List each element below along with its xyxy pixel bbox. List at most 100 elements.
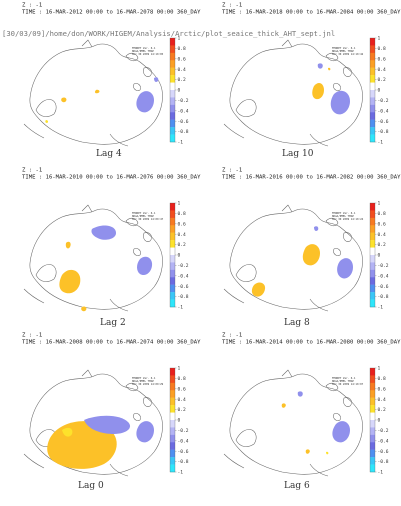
- colorbar-swatch: [170, 427, 175, 436]
- arctic-map: [223, 39, 363, 147]
- colorbar-tick-label: 0.2: [378, 407, 387, 413]
- colorbar-tick-label: 0.6: [378, 386, 387, 392]
- colorbar-swatch: [170, 420, 175, 428]
- colorbar-tick-label: -1: [378, 305, 384, 311]
- colorbar-tick-label: -0.4: [378, 108, 389, 114]
- anomaly-patch: [312, 83, 324, 100]
- colorbar-tick-label: -1: [178, 140, 184, 146]
- colorbar-swatch: [370, 420, 375, 428]
- colorbar-tick-label: -0.2: [178, 263, 189, 269]
- anomaly-patch: [297, 391, 303, 397]
- colorbar-tick-label: -1: [378, 140, 384, 146]
- ferret-stamp: Mar 30 2009 14:10:05: [132, 52, 164, 56]
- anomaly-patch: [317, 63, 323, 69]
- anomaly-patch: [137, 256, 153, 276]
- colorbar-tick-label: -1: [378, 470, 384, 476]
- anomaly-patch: [61, 97, 67, 103]
- colorbar: 1 0.8 0.6 0.4 0.2 0 -0.2 -0.4 -0.6 -0.8 -1: [369, 366, 389, 476]
- ferret-stamp: FERRET Ver. 6.1: [332, 46, 356, 50]
- z-label: Z : -1: [222, 168, 242, 174]
- colorbar-swatch: [170, 434, 175, 443]
- colorbar-swatch: [170, 277, 175, 285]
- lag-label: Lag 2: [100, 318, 126, 328]
- colorbar-swatch: [370, 217, 375, 226]
- colorbar-tick-label: 1: [178, 36, 181, 42]
- colorbar-swatch: [170, 75, 175, 83]
- colorbar-swatch: [370, 240, 375, 248]
- colorbar-tick-label: -0.6: [378, 119, 389, 125]
- colorbar-swatch: [370, 45, 375, 54]
- colorbar: 1 0.8 0.6 0.4 0.2 0 -0.2 -0.4 -0.6 -0.8 -1: [369, 36, 389, 146]
- colorbar-tick-label: 0.2: [178, 77, 187, 83]
- z-label: Z : -1: [22, 333, 42, 339]
- colorbar-tick-label: -0.2: [378, 98, 389, 104]
- z-label: Z : -1: [22, 3, 42, 9]
- colorbar-tick-label: 0.2: [178, 242, 187, 248]
- anomaly-patch: [62, 427, 73, 437]
- colorbar-swatch: [170, 240, 175, 248]
- lag-label: Lag 6: [284, 481, 310, 491]
- lag-label: Lag 4: [96, 149, 122, 159]
- colorbar-swatch: [370, 255, 375, 263]
- anomaly-patch: [91, 225, 116, 240]
- colorbar-swatch: [170, 134, 175, 143]
- colorbar-tick-label: -0.2: [178, 98, 189, 104]
- colorbar-tick-label: -0.2: [178, 428, 189, 434]
- time-range-label: TIME : 16-MAR-2016 00:00 to 16-MAR-2082 …: [222, 175, 401, 181]
- colorbar-tick-label: 1: [378, 201, 381, 207]
- colorbar-swatch: [370, 375, 375, 384]
- ferret-stamp: NOAA/PMEL TMAP: [132, 214, 154, 218]
- colorbar-swatch: [370, 203, 375, 211]
- colorbar-tick-label: -0.6: [378, 284, 389, 290]
- colorbar-tick-label: 0.8: [378, 46, 387, 52]
- colorbar-swatch: [370, 262, 375, 271]
- colorbar-swatch: [370, 60, 375, 68]
- colorbar-swatch: [170, 449, 175, 458]
- colorbar-tick-label: 0.6: [178, 221, 187, 227]
- colorbar-tick-label: 0.4: [178, 67, 187, 73]
- colorbar-swatch: [170, 203, 175, 211]
- anomaly-patch: [251, 282, 266, 297]
- anomaly-patch: [332, 421, 350, 443]
- colorbar-swatch: [370, 368, 375, 376]
- colorbar-swatch: [170, 45, 175, 54]
- colorbar-tick-label: 0.4: [378, 232, 387, 238]
- colorbar-swatch: [370, 67, 375, 76]
- time-range-label: TIME : 16-MAR-2008 00:00 to 16-MAR-2074 …: [22, 340, 201, 346]
- anomaly-patch: [154, 77, 159, 82]
- colorbar-tick-label: 0: [178, 418, 181, 424]
- colorbar-tick-label: -0.4: [178, 108, 189, 114]
- colorbar-tick-label: -0.8: [378, 129, 389, 135]
- colorbar-swatch: [370, 52, 375, 61]
- colorbar-swatch: [370, 382, 375, 391]
- lag-label: Lag 0: [78, 481, 104, 491]
- colorbar-tick-label: -0.4: [378, 438, 389, 444]
- colorbar-swatch: [370, 449, 375, 458]
- colorbar-swatch: [370, 210, 375, 219]
- colorbar-swatch: [170, 255, 175, 263]
- colorbar-swatch: [370, 284, 375, 293]
- colorbar-tick-label: 0.2: [178, 407, 187, 413]
- colorbar-swatch: [170, 210, 175, 219]
- anomaly-patch: [81, 306, 87, 312]
- colorbar-swatch: [170, 262, 175, 271]
- anomaly-patch: [65, 241, 71, 249]
- anomaly-patch: [305, 449, 310, 454]
- colorbar-swatch: [370, 299, 375, 308]
- colorbar-tick-label: -0.8: [178, 294, 189, 300]
- colorbar-tick-label: 0: [378, 418, 381, 424]
- colorbar-swatch: [370, 442, 375, 450]
- colorbar-swatch: [170, 442, 175, 450]
- colorbar-swatch: [170, 368, 175, 376]
- colorbar-tick-label: 0: [378, 88, 381, 94]
- ferret-stamp: Mar 30 2009 14:10:24: [332, 217, 364, 221]
- anomaly-patch: [136, 421, 154, 443]
- colorbar-tick-label: 0.6: [178, 56, 187, 62]
- arctic-map: [223, 369, 363, 477]
- colorbar-swatch: [170, 382, 175, 391]
- ferret-stamp: FERRET Ver. 6.1: [332, 376, 356, 380]
- colorbar-tick-label: 1: [378, 366, 381, 372]
- colorbar-swatch: [170, 90, 175, 98]
- colorbar-tick-label: 0.8: [178, 211, 187, 217]
